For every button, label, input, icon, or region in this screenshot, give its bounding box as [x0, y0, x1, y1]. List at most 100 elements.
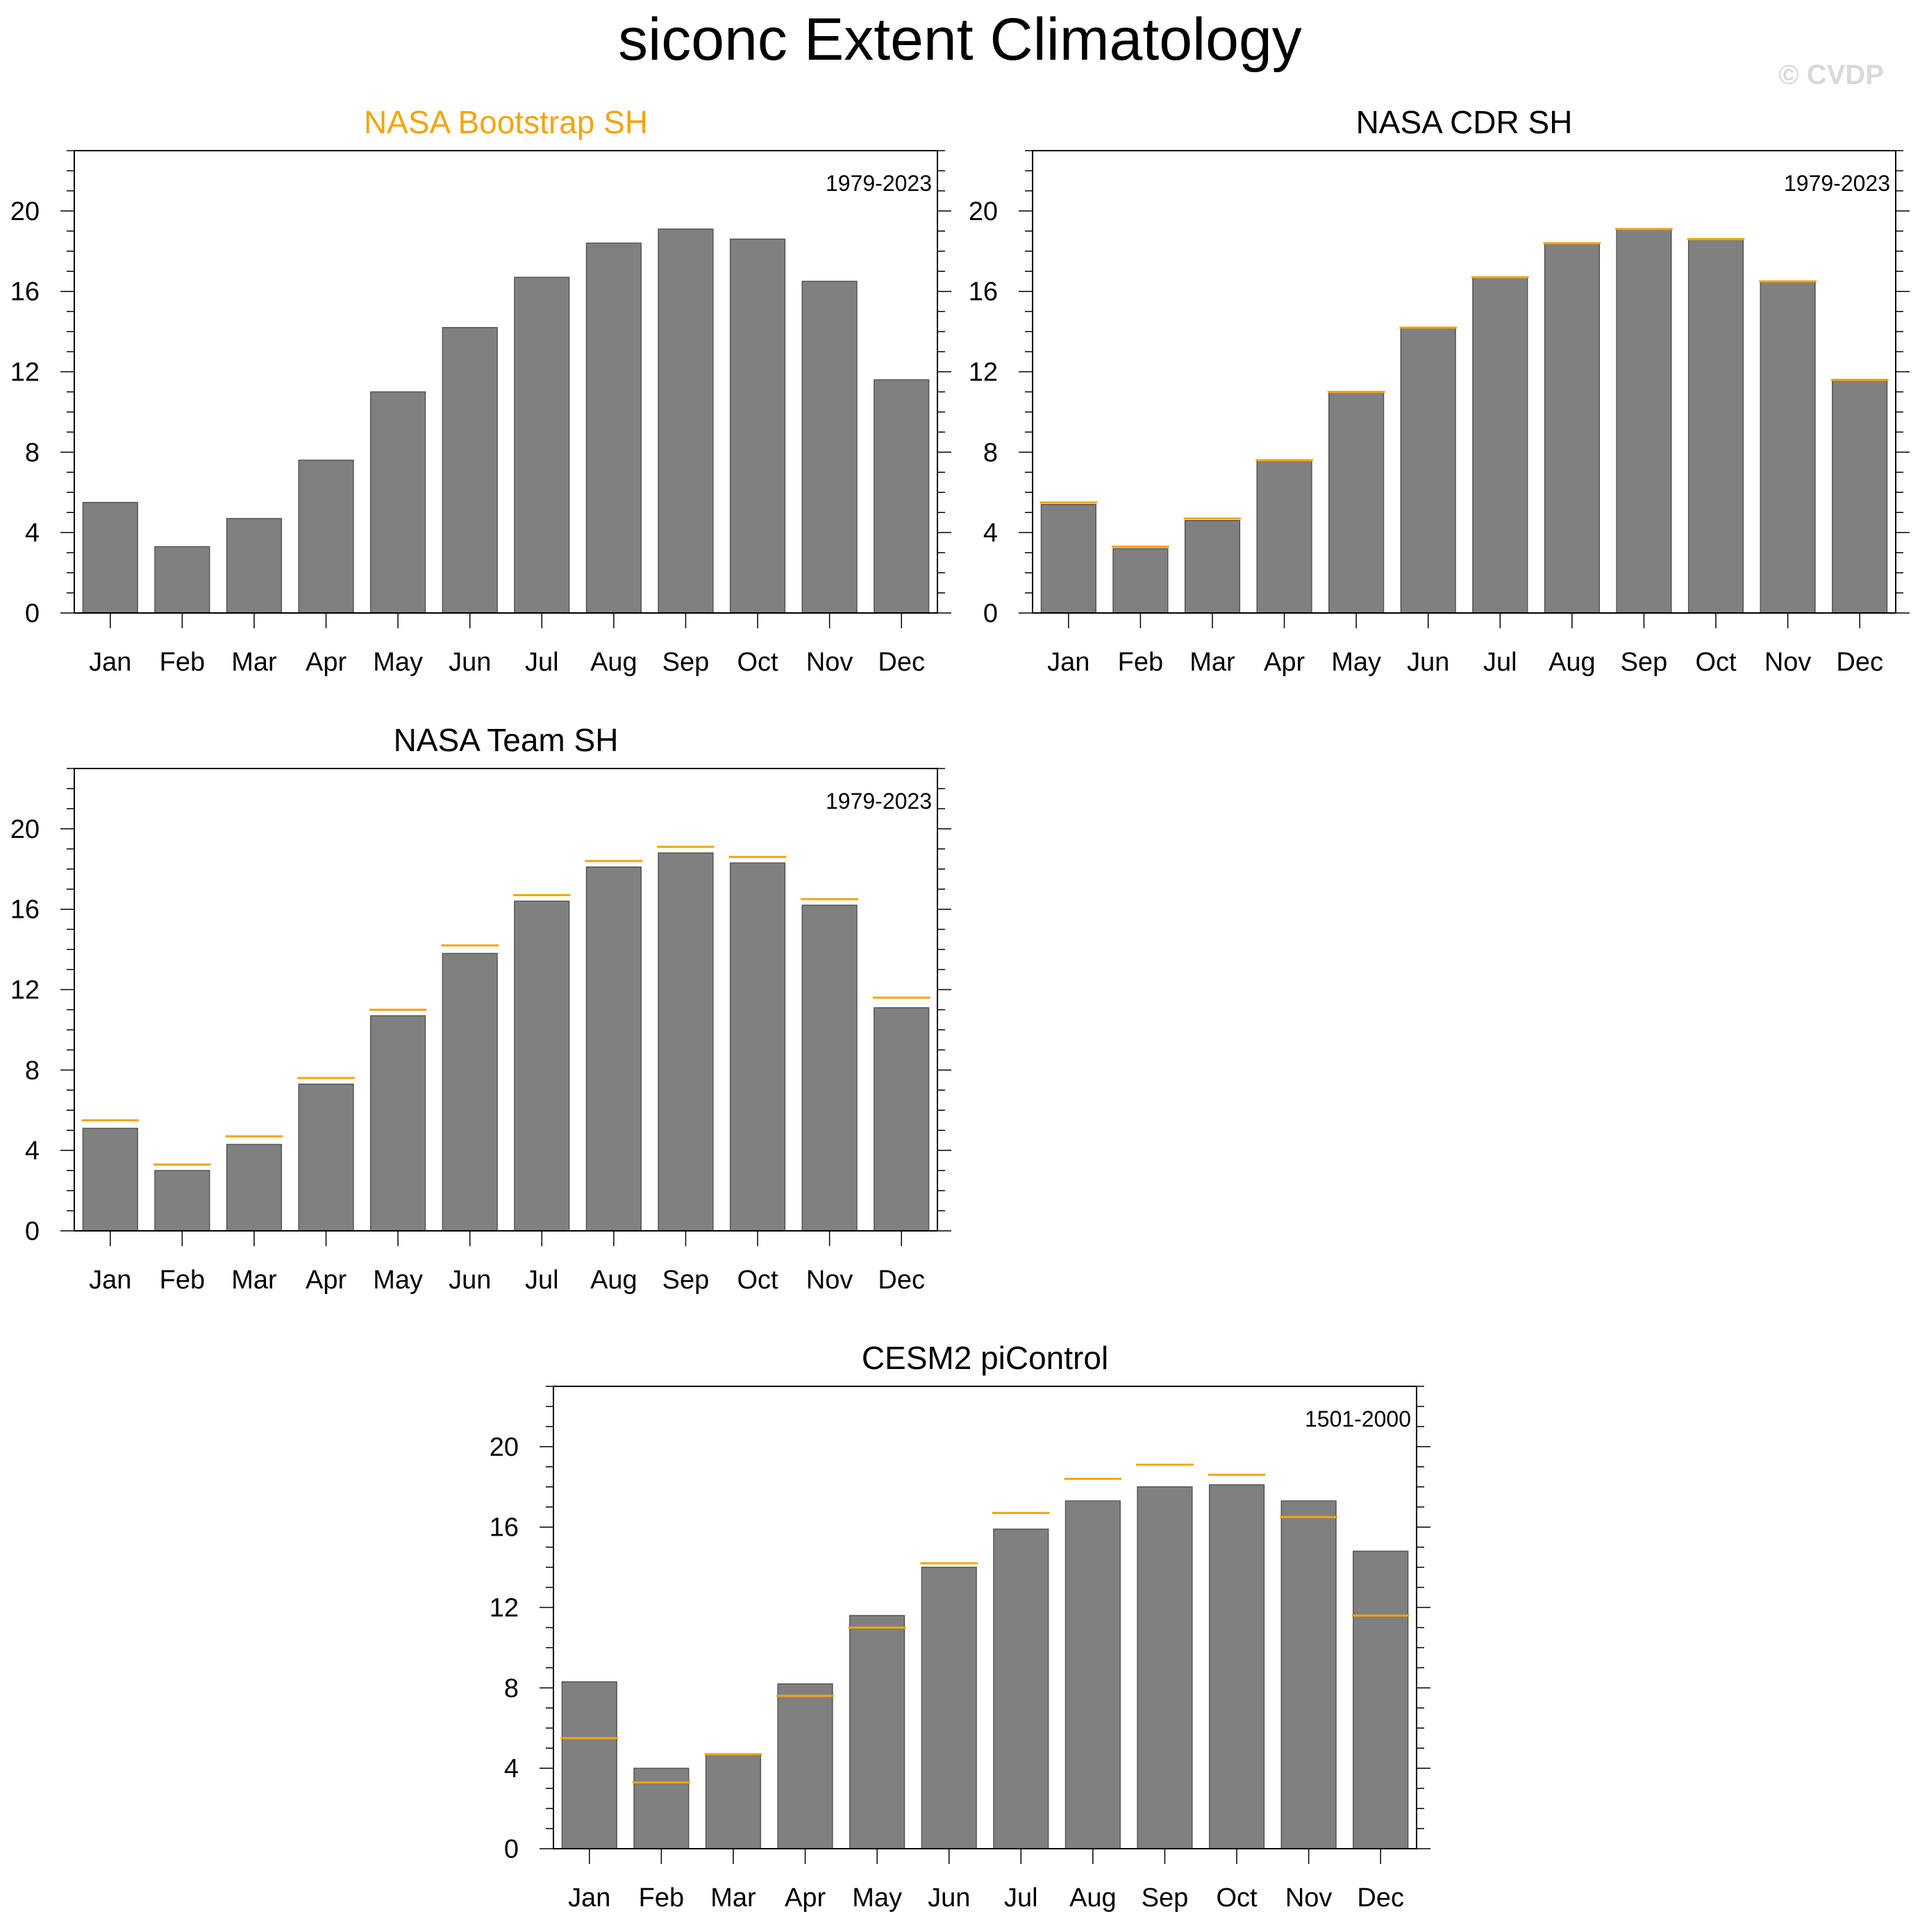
y-tick-label: 20	[490, 1433, 519, 1462]
bar-feb	[154, 1170, 210, 1232]
bar-nov	[1760, 280, 1816, 614]
y-tick-label: 0	[504, 1835, 519, 1864]
bar-jul	[993, 1528, 1049, 1849]
bar-mar	[226, 518, 283, 614]
y-tick-label: 16	[10, 896, 40, 925]
y-tick-label: 12	[10, 976, 40, 1005]
period-label: 1979-2023	[1784, 171, 1890, 196]
x-tick-label: Sep	[662, 648, 710, 677]
y-tick-label: 20	[10, 815, 40, 844]
bar-mar	[226, 1143, 283, 1232]
bar-apr	[777, 1683, 833, 1849]
x-tick-label: Jun	[449, 1266, 491, 1295]
bar-nov	[801, 905, 858, 1232]
bar-apr	[298, 1083, 354, 1232]
y-tick-label: 4	[25, 519, 40, 548]
main-title: siconc Extent Climatology	[618, 6, 1302, 73]
bar-oct	[1208, 1484, 1265, 1849]
x-tick-label: Sep	[1621, 648, 1668, 677]
x-tick-label: Jun	[928, 1883, 970, 1913]
period-label: 1979-2023	[826, 171, 932, 196]
x-tick-label: Feb	[160, 648, 205, 677]
x-tick-label: Aug	[590, 648, 637, 677]
y-tick-label: 12	[490, 1594, 519, 1623]
bar-jun	[1400, 327, 1456, 614]
x-tick-label: May	[1331, 648, 1381, 677]
cvdp-watermark: © CVDP	[1778, 60, 1884, 90]
x-tick-label: Nov	[1764, 648, 1812, 677]
bar-aug	[585, 866, 642, 1232]
y-tick-label: 0	[25, 599, 40, 628]
x-tick-label: Dec	[878, 1266, 925, 1295]
bar-oct	[729, 238, 786, 614]
x-tick-label: Dec	[878, 648, 925, 677]
panel-nasa-cdr-sh: NASA CDR SH 0 4 8 12 16 20 Jan Feb Mar Apr May Jun Ju…	[969, 104, 1910, 677]
bar-dec	[1353, 1550, 1409, 1849]
bar-mar	[1184, 520, 1241, 614]
x-tick-label: Jun	[1407, 648, 1449, 677]
x-tick-label: Feb	[639, 1883, 684, 1913]
x-tick-label: Oct	[737, 648, 778, 677]
x-tick-label: Mar	[1189, 648, 1235, 677]
bar-dec	[874, 379, 930, 614]
plot-frame	[1032, 150, 1896, 614]
plot-frame	[553, 1386, 1417, 1849]
x-tick-label: Oct	[1695, 648, 1737, 677]
x-tick-label: Aug	[1069, 1883, 1117, 1913]
bar-jul	[514, 900, 570, 1232]
plot-frame	[74, 768, 938, 1232]
bar-aug	[585, 242, 642, 614]
x-tick-label: Aug	[590, 1266, 637, 1295]
y-tick-label: 16	[969, 278, 998, 307]
x-tick-label: Nov	[1285, 1883, 1333, 1913]
y-tick-label: 12	[969, 358, 998, 387]
y-tick-label: 16	[490, 1513, 519, 1543]
x-tick-label: Oct	[1216, 1883, 1258, 1913]
x-tick-label: Jan	[89, 648, 131, 677]
bar-oct	[729, 862, 786, 1232]
x-tick-label: Oct	[737, 1266, 778, 1295]
bar-oct	[1687, 238, 1744, 614]
panel-title: NASA CDR SH	[1356, 104, 1573, 140]
bar-may	[1328, 391, 1385, 614]
x-tick-label: May	[373, 648, 423, 677]
x-tick-label: Mar	[710, 1883, 756, 1913]
x-tick-label: May	[852, 1883, 902, 1913]
x-tick-label: Mar	[231, 648, 277, 677]
period-label: 1979-2023	[826, 789, 932, 814]
bar-jul	[1472, 276, 1528, 614]
x-tick-label: Feb	[1118, 648, 1163, 677]
x-tick-label: Jul	[1004, 1883, 1038, 1913]
period-label: 1501-2000	[1305, 1406, 1411, 1431]
y-tick-label: 12	[10, 358, 40, 387]
bar-sep	[658, 228, 714, 614]
bar-dec	[874, 1007, 930, 1232]
y-tick-label: 0	[983, 599, 998, 628]
bar-sep	[1137, 1486, 1193, 1849]
y-tick-label: 8	[983, 438, 998, 467]
x-tick-label: Aug	[1548, 648, 1596, 677]
bar-apr	[1256, 460, 1312, 614]
bar-nov	[801, 280, 858, 614]
bar-jun	[442, 952, 498, 1232]
y-tick-label: 20	[10, 197, 40, 226]
bar-jul	[514, 276, 570, 614]
bar-feb	[633, 1767, 690, 1849]
bar-jan	[82, 501, 138, 614]
x-tick-label: Dec	[1357, 1883, 1404, 1913]
x-tick-label: Feb	[160, 1266, 205, 1295]
panel-title: NASA Bootstrap SH	[364, 104, 648, 140]
panel-nasa-team-sh: NASA Team SH 0 4 8 12 16 20 Jan Feb Mar Apr May Jun J…	[10, 722, 951, 1295]
x-tick-label: Apr	[306, 1266, 347, 1295]
bar-jan	[1040, 503, 1096, 614]
y-tick-label: 0	[25, 1217, 40, 1246]
y-tick-label: 8	[504, 1674, 519, 1703]
bar-may	[370, 391, 426, 614]
panel-title: CESM2 piControl	[862, 1340, 1108, 1376]
x-tick-label: Jul	[525, 1266, 559, 1295]
x-tick-label: Jun	[449, 648, 491, 677]
y-tick-label: 20	[969, 197, 998, 226]
bar-sep	[658, 852, 714, 1232]
panel-nasa-bootstrap-sh: NASA Bootstrap SH 0 4 8 12 16 20 Jan Feb Mar Apr Ma…	[10, 104, 951, 677]
x-tick-label: Jan	[568, 1883, 610, 1913]
